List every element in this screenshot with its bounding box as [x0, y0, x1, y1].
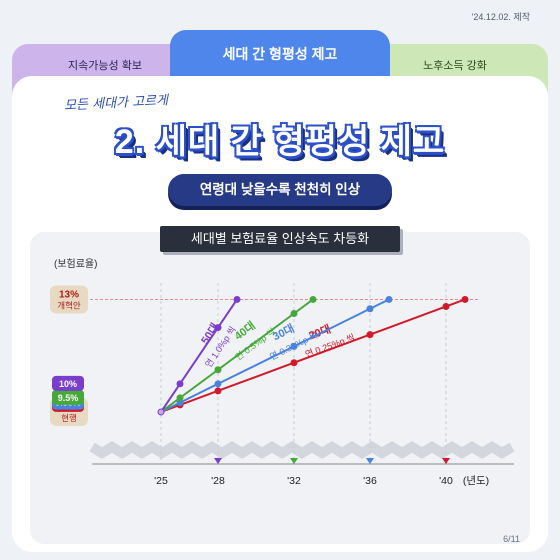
- series-point: [176, 380, 184, 388]
- series-point: [233, 295, 241, 303]
- x-tick-label: '36: [363, 475, 377, 487]
- series-point: [214, 387, 222, 395]
- series-point: [214, 380, 222, 388]
- y-marker-sub: 현행: [61, 413, 77, 423]
- series-point: [385, 295, 393, 303]
- series-point: [176, 399, 184, 407]
- page-number: 6/11: [503, 534, 520, 544]
- series-point: [214, 324, 222, 332]
- chart-banner: 세대별 보험료율 인상속도 차등화: [160, 226, 400, 252]
- x-tick-label: '25: [154, 475, 168, 487]
- content-card: 모든 세대가 고르게 2. 세대 간 형평성 제고 연령대 낮을수록 천천히 인…: [12, 76, 548, 552]
- series-point: [176, 394, 184, 402]
- series-point: [290, 342, 298, 350]
- series-line: [160, 298, 238, 413]
- series-end-arrow: [442, 458, 450, 464]
- series-point: [290, 359, 298, 367]
- y-axis-label: (보험료율): [54, 258, 97, 270]
- x-tick-label: '40: [439, 475, 453, 487]
- y-marker-value: 13%: [59, 289, 79, 300]
- series-point: [442, 302, 450, 310]
- page-title: 2. 세대 간 형평성 제고: [114, 123, 446, 161]
- series-point: [461, 295, 469, 303]
- subtitle-pill: 연령대 낮을수록 천천히 인상: [168, 174, 392, 206]
- series-start-tag-label: 9.5%: [58, 393, 79, 403]
- series-point: [309, 295, 317, 303]
- creation-date: '24.12.02. 제작: [471, 12, 530, 22]
- x-tick-label: '28: [211, 475, 225, 487]
- y-marker-sub: 개혁안: [57, 300, 81, 310]
- axis-break-wave: [89, 441, 515, 459]
- series-point: [290, 310, 298, 317]
- series-point: [366, 331, 374, 339]
- x-axis-label: (년도): [463, 475, 489, 487]
- series-point: [214, 366, 222, 374]
- series-end-arrow: [366, 458, 374, 464]
- series-end-arrow: [290, 458, 298, 464]
- series-start-tag: [52, 389, 84, 405]
- series-start-tag-label: 10%: [59, 379, 77, 389]
- chart-background: [30, 232, 530, 544]
- series-point: [366, 305, 374, 313]
- series-line: [160, 298, 390, 413]
- x-tick-label: '32: [287, 475, 301, 487]
- series-start-tag: [52, 375, 84, 391]
- series-end-arrow: [214, 458, 222, 464]
- rate-increase-chart: (보험료율)13%개혁안9%현행'25'28'32'36'40(년도)9.25%…: [50, 258, 515, 487]
- start-point: [157, 408, 165, 416]
- y-marker-box: [50, 285, 88, 314]
